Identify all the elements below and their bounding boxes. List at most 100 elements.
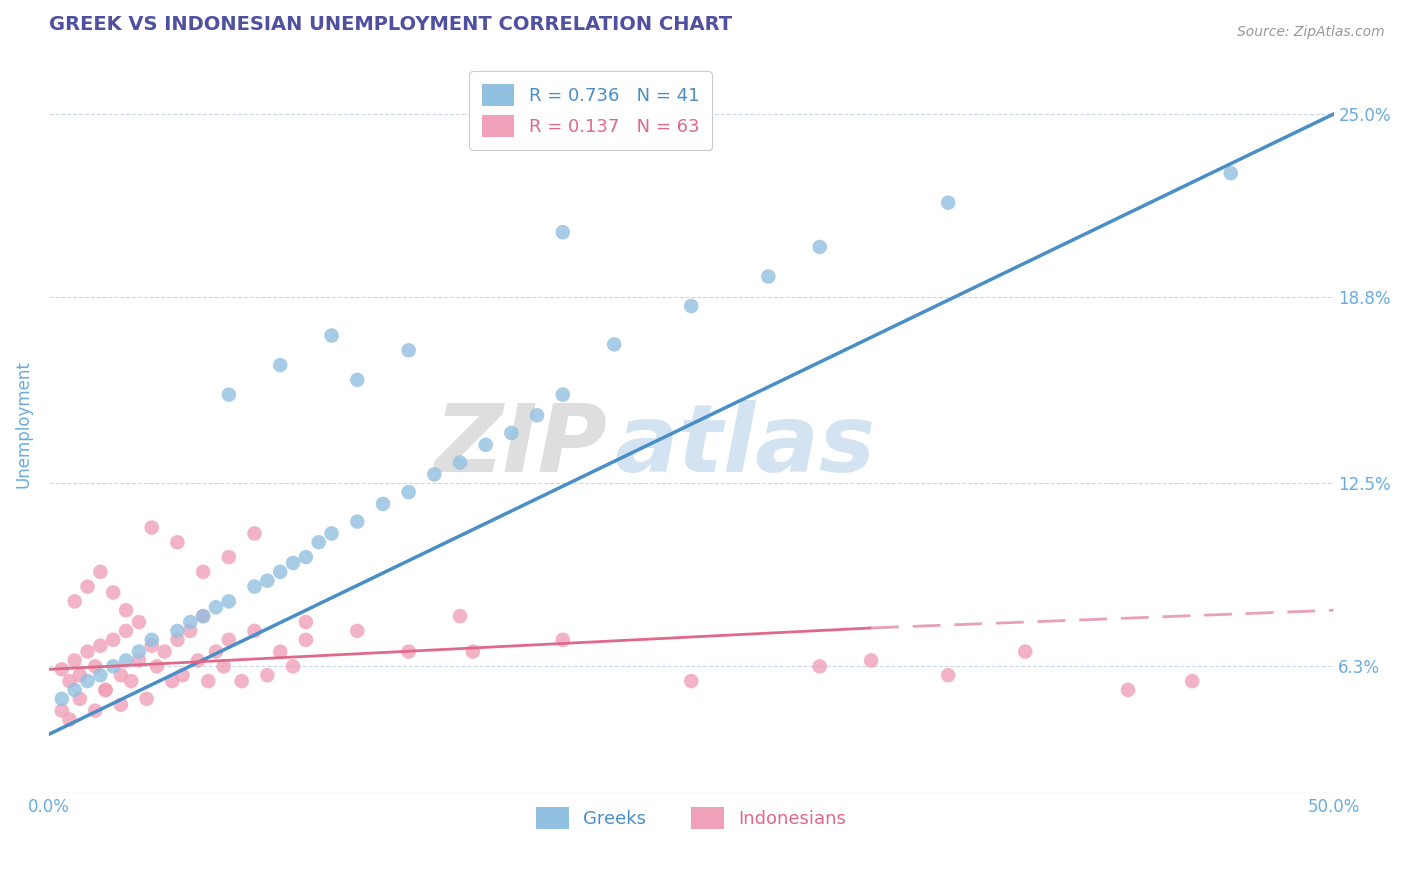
- Point: [218, 632, 240, 647]
- Point: [218, 550, 240, 565]
- Text: GREEK VS INDONESIAN UNEMPLOYMENT CORRELATION CHART: GREEK VS INDONESIAN UNEMPLOYMENT CORRELA…: [49, 15, 733, 34]
- Point: [69, 668, 91, 682]
- Point: [269, 565, 291, 579]
- Point: [269, 358, 291, 372]
- Point: [681, 674, 703, 689]
- Point: [551, 632, 574, 647]
- Point: [501, 425, 523, 440]
- Point: [128, 653, 150, 667]
- Point: [346, 373, 368, 387]
- Point: [63, 594, 86, 608]
- Point: [166, 632, 188, 647]
- Point: [526, 409, 548, 423]
- Point: [551, 225, 574, 239]
- Point: [110, 698, 132, 712]
- Point: [103, 659, 125, 673]
- Point: [398, 485, 420, 500]
- Point: [179, 615, 201, 629]
- Point: [256, 668, 278, 682]
- Point: [756, 269, 779, 284]
- Point: [76, 644, 98, 658]
- Text: atlas: atlas: [614, 401, 876, 492]
- Point: [69, 691, 91, 706]
- Point: [398, 343, 420, 358]
- Point: [808, 240, 831, 254]
- Point: [179, 624, 201, 638]
- Y-axis label: Unemployment: Unemployment: [15, 360, 32, 488]
- Point: [58, 674, 80, 689]
- Point: [1219, 166, 1241, 180]
- Point: [89, 639, 111, 653]
- Point: [63, 653, 86, 667]
- Point: [120, 674, 142, 689]
- Point: [162, 674, 184, 689]
- Point: [474, 438, 496, 452]
- Point: [243, 624, 266, 638]
- Point: [295, 615, 318, 629]
- Point: [269, 644, 291, 658]
- Point: [1116, 683, 1139, 698]
- Point: [51, 662, 73, 676]
- Point: [51, 704, 73, 718]
- Point: [449, 609, 471, 624]
- Point: [191, 609, 214, 624]
- Point: [191, 565, 214, 579]
- Point: [449, 456, 471, 470]
- Point: [346, 515, 368, 529]
- Point: [89, 565, 111, 579]
- Point: [76, 580, 98, 594]
- Point: [936, 668, 959, 682]
- Point: [295, 632, 318, 647]
- Point: [212, 659, 235, 673]
- Point: [115, 653, 138, 667]
- Legend: Greeks, Indonesians: Greeks, Indonesians: [529, 799, 853, 836]
- Point: [153, 644, 176, 658]
- Point: [128, 615, 150, 629]
- Point: [146, 659, 169, 673]
- Point: [103, 632, 125, 647]
- Point: [295, 550, 318, 565]
- Point: [398, 644, 420, 658]
- Point: [63, 683, 86, 698]
- Point: [128, 644, 150, 658]
- Point: [94, 683, 117, 698]
- Point: [231, 674, 253, 689]
- Point: [321, 526, 343, 541]
- Point: [423, 467, 446, 482]
- Point: [58, 713, 80, 727]
- Point: [141, 639, 163, 653]
- Point: [172, 668, 194, 682]
- Point: [321, 328, 343, 343]
- Point: [936, 195, 959, 210]
- Text: ZIP: ZIP: [434, 401, 607, 492]
- Point: [115, 603, 138, 617]
- Point: [166, 624, 188, 638]
- Point: [89, 668, 111, 682]
- Point: [281, 556, 304, 570]
- Point: [205, 600, 228, 615]
- Point: [191, 609, 214, 624]
- Point: [308, 535, 330, 549]
- Point: [461, 644, 484, 658]
- Point: [94, 683, 117, 698]
- Point: [371, 497, 394, 511]
- Point: [281, 659, 304, 673]
- Point: [141, 632, 163, 647]
- Point: [187, 653, 209, 667]
- Point: [1014, 644, 1036, 658]
- Point: [115, 624, 138, 638]
- Point: [166, 535, 188, 549]
- Point: [681, 299, 703, 313]
- Point: [197, 674, 219, 689]
- Point: [243, 580, 266, 594]
- Point: [808, 659, 831, 673]
- Point: [51, 691, 73, 706]
- Point: [346, 624, 368, 638]
- Text: Source: ZipAtlas.com: Source: ZipAtlas.com: [1237, 25, 1385, 39]
- Point: [551, 387, 574, 401]
- Point: [1181, 674, 1204, 689]
- Point: [76, 674, 98, 689]
- Point: [860, 653, 883, 667]
- Point: [218, 594, 240, 608]
- Point: [84, 704, 107, 718]
